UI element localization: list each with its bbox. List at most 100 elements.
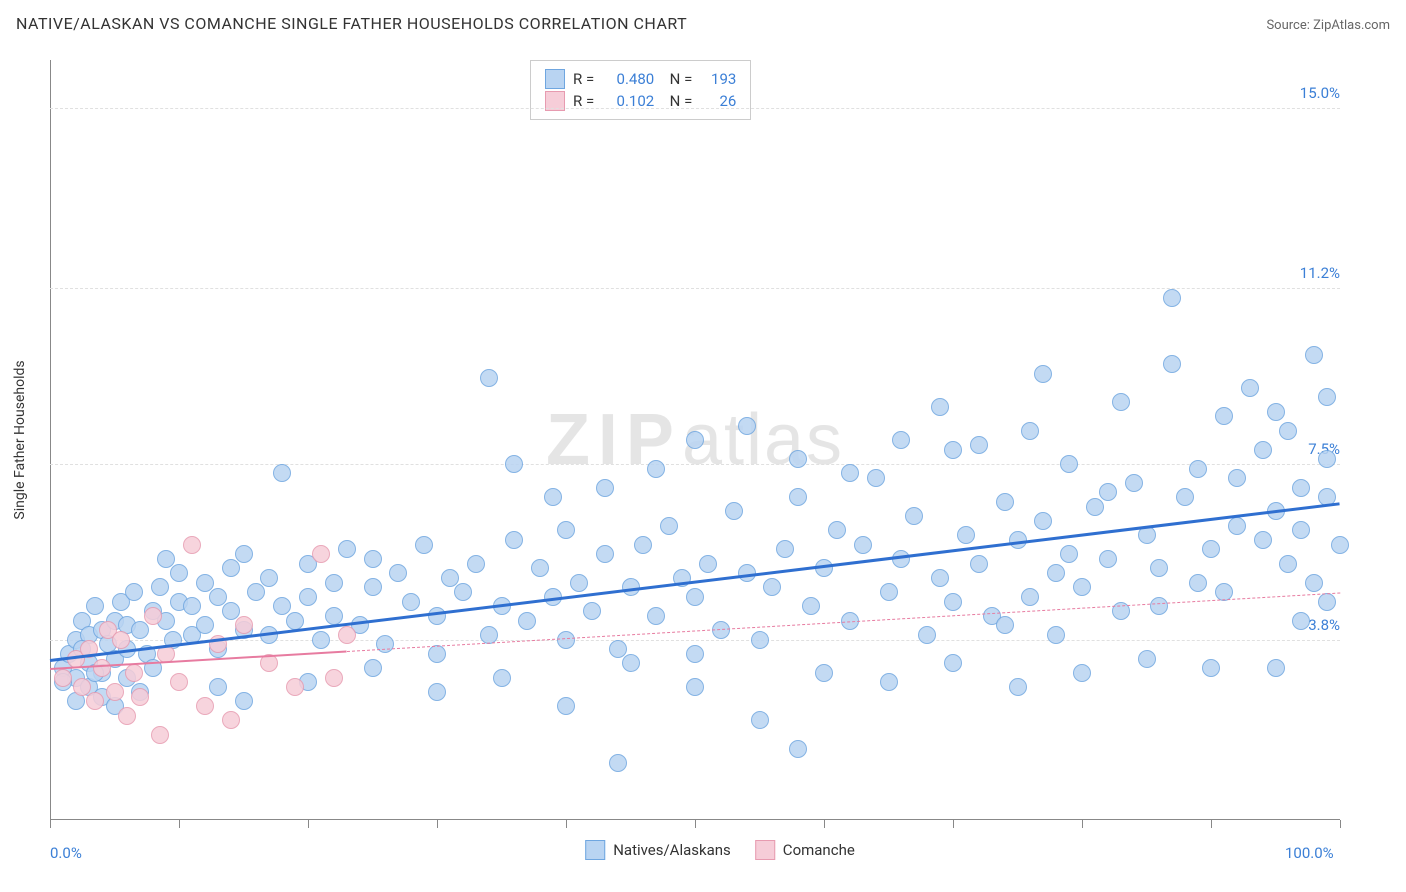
x-tick-label: 100.0% [1285, 844, 1334, 862]
data-point-natives [918, 626, 936, 644]
x-tick [179, 820, 180, 828]
data-point-natives [1060, 545, 1078, 563]
data-point-natives [125, 583, 143, 601]
data-point-natives [209, 588, 227, 606]
data-point-natives [273, 464, 291, 482]
data-point-natives [686, 645, 704, 663]
data-point-natives [467, 555, 485, 573]
data-point-natives [1150, 559, 1168, 577]
y-tick-label: 15.0% [1280, 84, 1340, 102]
data-point-natives [505, 455, 523, 473]
data-point-natives [1125, 474, 1143, 492]
x-tick-label: 0.0% [50, 844, 82, 862]
n-label: N = [662, 70, 692, 88]
data-point-natives [157, 550, 175, 568]
data-point-natives [338, 540, 356, 558]
data-point-natives [1267, 659, 1285, 677]
data-point-natives [1254, 441, 1272, 459]
data-point-natives [428, 645, 446, 663]
data-point-natives [751, 711, 769, 729]
data-point-natives [389, 564, 407, 582]
data-point-natives [209, 678, 227, 696]
data-point-natives [647, 607, 665, 625]
data-point-natives [686, 431, 704, 449]
data-point-comanche [112, 631, 130, 649]
data-point-natives [1202, 540, 1220, 558]
data-point-comanche [183, 536, 201, 554]
data-point-natives [325, 607, 343, 625]
data-point-natives [1099, 483, 1117, 501]
data-point-comanche [196, 697, 214, 715]
data-point-natives [944, 441, 962, 459]
data-point-natives [1009, 678, 1027, 696]
data-point-natives [1073, 578, 1091, 596]
data-point-natives [1267, 403, 1285, 421]
data-point-natives [1254, 531, 1272, 549]
data-point-natives [957, 526, 975, 544]
data-point-natives [247, 583, 265, 601]
data-point-natives [151, 578, 169, 596]
data-point-natives [583, 602, 601, 620]
data-point-natives [854, 536, 872, 554]
data-point-natives [1228, 517, 1246, 535]
data-point-natives [196, 574, 214, 592]
x-tick [1340, 820, 1341, 828]
source-attribution: Source: ZipAtlas.com [1266, 18, 1390, 33]
data-point-natives [325, 574, 343, 592]
data-point-natives [634, 536, 652, 554]
data-point-natives [1073, 664, 1091, 682]
data-point-natives [996, 493, 1014, 511]
data-point-natives [686, 678, 704, 696]
data-point-natives [1305, 574, 1323, 592]
swatch-comanche [755, 840, 775, 860]
data-point-natives [260, 569, 278, 587]
stats-row-natives: R = 0.480 N = 193 [545, 69, 736, 89]
gridline [50, 288, 1340, 289]
data-point-natives [183, 597, 201, 615]
data-point-natives [1228, 469, 1246, 487]
r-label: R = [573, 70, 594, 88]
series-legend: Natives/Alaskans Comanche [585, 840, 855, 860]
x-tick [953, 820, 954, 828]
data-point-natives [1318, 388, 1336, 406]
data-point-natives [1318, 450, 1336, 468]
scatter-chart: Single Father Households ZIPatlas R = 0.… [50, 60, 1390, 820]
data-point-natives [480, 369, 498, 387]
source-label: Source: [1266, 18, 1309, 33]
data-point-natives [1150, 597, 1168, 615]
data-point-natives [596, 545, 614, 563]
data-point-natives [570, 574, 588, 592]
data-point-natives [364, 659, 382, 677]
data-point-natives [738, 417, 756, 435]
data-point-natives [376, 635, 394, 653]
data-point-natives [493, 669, 511, 687]
data-point-natives [1047, 626, 1065, 644]
data-point-natives [751, 631, 769, 649]
data-point-natives [880, 673, 898, 691]
data-point-natives [725, 502, 743, 520]
data-point-natives [1189, 460, 1207, 478]
data-point-natives [273, 597, 291, 615]
data-point-natives [1138, 650, 1156, 668]
data-point-natives [931, 398, 949, 416]
data-point-natives [1292, 521, 1310, 539]
trend-line [50, 502, 1340, 662]
data-point-natives [1163, 289, 1181, 307]
data-point-natives [1305, 346, 1323, 364]
x-tick [437, 820, 438, 828]
data-point-natives [557, 697, 575, 715]
data-point-natives [286, 612, 304, 630]
data-point-natives [1163, 355, 1181, 373]
data-point-natives [647, 460, 665, 478]
data-point-comanche [325, 669, 343, 687]
data-point-natives [222, 602, 240, 620]
data-point-natives [235, 692, 253, 710]
data-point-natives [802, 597, 820, 615]
data-point-natives [789, 488, 807, 506]
data-point-natives [1060, 455, 1078, 473]
data-point-natives [622, 654, 640, 672]
data-point-natives [364, 578, 382, 596]
data-point-natives [480, 626, 498, 644]
data-point-comanche [118, 707, 136, 725]
x-tick [695, 820, 696, 828]
